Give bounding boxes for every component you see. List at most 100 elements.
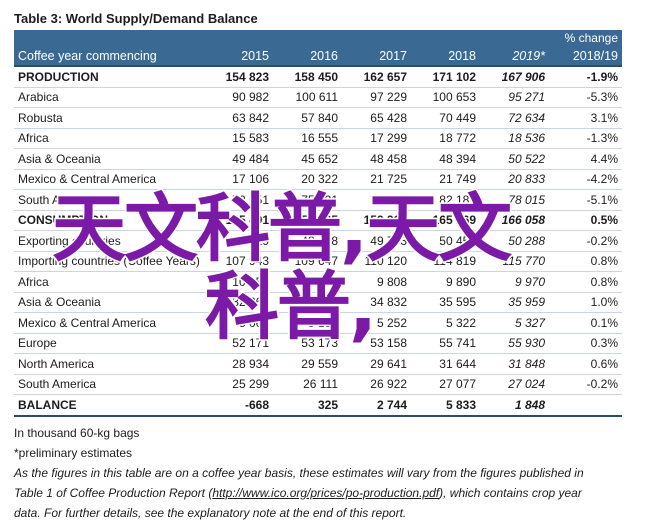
- value-cell: 5 833: [411, 394, 480, 417]
- row-label: Arabica: [14, 87, 204, 108]
- value-cell: 65 428: [342, 107, 411, 129]
- value-cell: 5 252: [342, 312, 411, 334]
- value-cell: 10 294: [273, 271, 342, 293]
- value-cell: 5 191: [273, 312, 342, 334]
- row-label: PRODUCTION: [14, 65, 204, 88]
- change-cell: -0.2%: [549, 230, 622, 252]
- value-cell: 1 848: [480, 394, 549, 417]
- value-cell: 95 271: [480, 87, 549, 108]
- value-cell: 171 102: [411, 65, 480, 88]
- table-row: PRODUCTION 154 823 158 450 162 657 171 102 16…: [14, 65, 622, 88]
- row-label: Asia & Oceania: [14, 292, 204, 313]
- row-label: Asia & Oceania: [14, 148, 204, 170]
- change-cell: 0.3%: [549, 333, 622, 354]
- supply-demand-table: % change Coffee year commencing 2015 201…: [14, 30, 622, 417]
- value-cell: 70 449: [411, 107, 480, 129]
- row-label: CONSUMPTION: [14, 209, 204, 231]
- unit-note: In thousand 60-kg bags: [14, 425, 140, 440]
- value-cell: 18 772: [411, 128, 480, 149]
- value-cell: 162 657: [342, 65, 411, 88]
- value-cell: -668: [204, 394, 273, 417]
- row-label: Europe: [14, 333, 204, 354]
- table-row: North America 28 934 29 559 29 641 31 644 31 …: [14, 353, 622, 375]
- value-cell: 110 120: [342, 251, 411, 272]
- row-label: North America: [14, 353, 204, 375]
- value-cell: 45 652: [273, 148, 342, 170]
- value-cell: 10 051: [204, 271, 273, 293]
- change-cell: 0.5%: [549, 209, 622, 231]
- value-cell: 34 832: [342, 292, 411, 313]
- change-cell: -5.1%: [549, 189, 622, 211]
- explanatory-note-line1: As the figures in this table are on a co…: [14, 465, 584, 480]
- value-cell: 17 106: [204, 169, 273, 190]
- table-row: Mexico & Central America 5 066 5 191 5 252 5…: [14, 312, 622, 334]
- change-cell: -1.3%: [549, 128, 622, 149]
- value-cell: 49 793: [342, 230, 411, 252]
- value-cell: 35 595: [411, 292, 480, 313]
- value-cell: 114 819: [411, 251, 480, 272]
- change-cell: 0.8%: [549, 271, 622, 293]
- table-row: CONSUMPTION 155 491 158 125 159 913 165 269 1…: [14, 209, 622, 231]
- change-cell: 0.6%: [549, 353, 622, 375]
- value-cell: 26 922: [342, 374, 411, 395]
- value-cell: 9 808: [342, 271, 411, 293]
- table-row: Africa 10 051 10 294 9 808 9 890 9 970 0.8%: [14, 271, 622, 293]
- value-cell: 5 066: [204, 312, 273, 334]
- value-cell: 55 741: [411, 333, 480, 354]
- change-cell: 0.1%: [549, 312, 622, 334]
- value-cell: 47 829: [204, 230, 273, 252]
- table-row: Africa 15 583 16 555 17 299 18 772 18 536 -1.3…: [14, 128, 622, 149]
- row-label: Importing countries (Coffee Years): [14, 251, 204, 272]
- value-cell: 57 840: [273, 107, 342, 129]
- table-row: South America 25 299 26 111 26 922 27 077 27 …: [14, 374, 622, 395]
- header-row-top: % change: [14, 30, 622, 46]
- value-cell: 166 058: [480, 209, 549, 231]
- value-cell: 158 125: [273, 209, 342, 231]
- value-cell: 48 394: [411, 148, 480, 170]
- value-cell: 35 959: [480, 292, 549, 313]
- table-body: PRODUCTION 154 823 158 450 162 657 171 102 16…: [14, 65, 622, 417]
- value-cell: 5 322: [411, 312, 480, 334]
- row-label: BALANCE: [14, 394, 204, 417]
- value-cell: 27 077: [411, 374, 480, 395]
- change-cell: 4.4%: [549, 148, 622, 170]
- value-cell: 53 158: [342, 333, 411, 354]
- row-label: Africa: [14, 128, 204, 149]
- table-row: Robusta 63 842 57 840 65 428 70 449 72 634 3.1…: [14, 107, 622, 129]
- change-cell: -0.2%: [549, 374, 622, 395]
- table-row: BALANCE -668 325 2 744 5 833 1 848: [14, 394, 622, 417]
- value-cell: 29 559: [273, 353, 342, 375]
- table-notes: In thousand 60-kg bags *preliminary esti…: [14, 423, 622, 523]
- row-label: Mexico & Central America: [14, 169, 204, 190]
- value-cell: 52 171: [204, 333, 273, 354]
- production-report-link[interactable]: http://www.ico.org/prices/po-production.…: [212, 485, 440, 500]
- change-cell: 3.1%: [549, 107, 622, 129]
- value-cell: 75 175: [342, 189, 411, 211]
- value-cell: 31 644: [411, 353, 480, 375]
- row-label: Africa: [14, 271, 204, 293]
- value-cell: 29 641: [342, 353, 411, 375]
- value-cell: 18 536: [480, 128, 549, 149]
- value-cell: 2 744: [342, 394, 411, 417]
- value-cell: 100 611: [273, 87, 342, 108]
- value-cell: 115 770: [480, 251, 549, 272]
- value-cell: 27 024: [480, 374, 549, 395]
- year-header: 2018: [411, 46, 480, 67]
- value-cell: 50 522: [480, 148, 549, 170]
- change-header-line2: 2018/19: [549, 46, 622, 67]
- value-cell: 32 363: [204, 292, 273, 313]
- header-row: Coffee year commencing 2015 2016 2017 20…: [14, 46, 622, 67]
- table-row: Europe 52 171 53 173 53 158 55 741 55 930 0.3%: [14, 333, 622, 354]
- explanatory-note-line2: Table 1 of Coffee Production Report (htt…: [14, 485, 582, 500]
- table-row: Arabica 90 982 100 611 97 229 100 653 95 271-…: [14, 87, 622, 108]
- value-cell: 17 299: [342, 128, 411, 149]
- value-cell: 82 187: [411, 189, 480, 211]
- value-cell: 159 913: [342, 209, 411, 231]
- prelim-note: *preliminary estimates: [14, 445, 133, 460]
- report-page: Table 3: World Supply/Demand Balance % c…: [14, 8, 622, 523]
- row-label: Mexico & Central America: [14, 312, 204, 334]
- value-cell: 33 547: [273, 292, 342, 313]
- change-cell: 0.8%: [549, 251, 622, 272]
- table-row: Asia & Oceania 32 363 33 547 34 832 35 595 35…: [14, 292, 622, 313]
- value-cell: 48 458: [342, 148, 411, 170]
